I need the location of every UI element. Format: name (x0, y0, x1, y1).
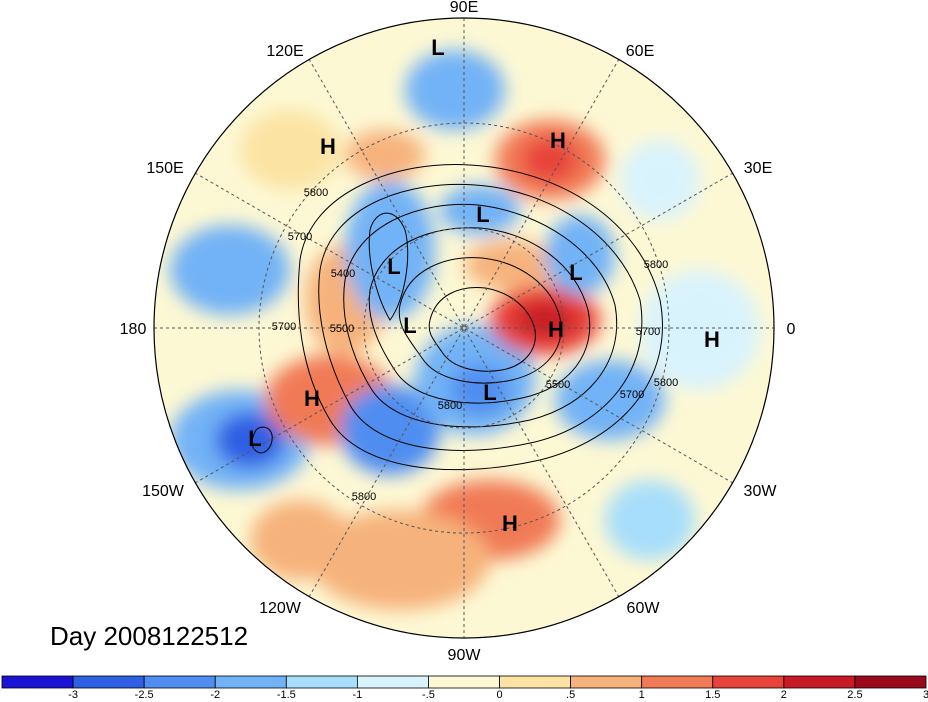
contour-label: 5800 (304, 187, 328, 199)
high-pressure-marker: H (548, 317, 564, 342)
contour-label: 5700 (636, 326, 660, 338)
colorbar-tick-label: 3 (923, 689, 928, 701)
colorbar-swatch (72, 675, 145, 689)
high-pressure-marker: H (304, 386, 320, 411)
lon-label-150w: 150W (142, 483, 185, 500)
colorbar-swatch (641, 675, 714, 689)
high-pressure-marker: H (550, 128, 566, 153)
lon-label-0: 0 (787, 321, 796, 338)
high-pressure-marker: H (320, 134, 336, 159)
contour-label: 5500 (330, 323, 354, 335)
height-contours (251, 163, 663, 471)
lon-label-30w: 30W (744, 483, 778, 500)
contour-label: 5800 (438, 400, 462, 412)
map-title: Day 2008122512 (50, 621, 248, 651)
lon-label-120e: 120E (266, 43, 303, 60)
colorbar-swatch (356, 675, 429, 689)
low-pressure-marker: L (248, 426, 261, 451)
contour-label: 5800 (654, 377, 678, 389)
lon-label-120w: 120W (259, 600, 302, 617)
lon-label-150e: 150E (146, 160, 183, 177)
colorbar-tick-label: .5 (566, 689, 575, 701)
lon-label-180: 180 (120, 321, 147, 338)
colorbar-swatch (1, 675, 74, 689)
low-pressure-marker: L (476, 202, 489, 227)
colorbar-tick-label: 1.5 (705, 689, 720, 701)
lon-label-30e: 30E (744, 160, 772, 177)
colorbar-swatch (712, 675, 785, 689)
colorbar-swatch (428, 675, 500, 689)
colorbar-swatch (214, 675, 287, 689)
contour-label: 5400 (331, 268, 355, 280)
colorbar-tick-label: -1 (352, 689, 362, 701)
colorbar-tick-label: -1.5 (277, 689, 296, 701)
colorbar-tick-label: -3 (68, 689, 78, 701)
colorbar-tick-label: 2.5 (847, 689, 862, 701)
contour-label: 5700 (620, 389, 644, 401)
high-pressure-marker: H (502, 511, 518, 536)
low-pressure-marker: L (569, 260, 582, 285)
colorbar-swatch (783, 675, 856, 689)
contour-label: 5500 (546, 379, 570, 391)
graticule (154, 18, 774, 638)
colorbar-tick-label: -.5 (422, 689, 435, 701)
low-pressure-marker: L (403, 313, 416, 338)
colorbar-tick-label: -2 (210, 689, 220, 701)
colorbar-swatch (570, 675, 643, 689)
contour-label: 5700 (272, 321, 296, 333)
colorbar-swatch (854, 675, 927, 689)
lon-label-90e: 90E (450, 0, 478, 16)
contour-label: 5800 (644, 259, 668, 271)
colorbar-swatch (499, 675, 572, 689)
colorbar-swatch (143, 675, 216, 689)
colorbar-swatch (285, 675, 358, 689)
colorbar-tick-label: 1 (639, 689, 645, 701)
colorbar: -3 -2.5 -2 -1.5 -1 -.5 0 .5 1 1.5 2 2.5 3 (1, 675, 928, 701)
contour-label: 5800 (352, 491, 376, 503)
lon-label-60w: 60W (627, 600, 661, 617)
low-pressure-marker: L (431, 35, 444, 60)
low-pressure-marker: L (387, 254, 400, 279)
lon-label-90w: 90W (448, 647, 482, 664)
high-pressure-marker: H (704, 327, 720, 352)
anomaly-shading (154, 18, 774, 638)
colorbar-tick-label: 0 (496, 689, 502, 701)
low-pressure-marker: L (483, 380, 496, 405)
colorbar-tick-label: -2.5 (135, 689, 154, 701)
colorbar-tick-label: 2 (781, 689, 787, 701)
contour-label: 5700 (288, 231, 312, 243)
map-boundary (153, 17, 775, 639)
lon-label-60e: 60E (626, 43, 654, 60)
